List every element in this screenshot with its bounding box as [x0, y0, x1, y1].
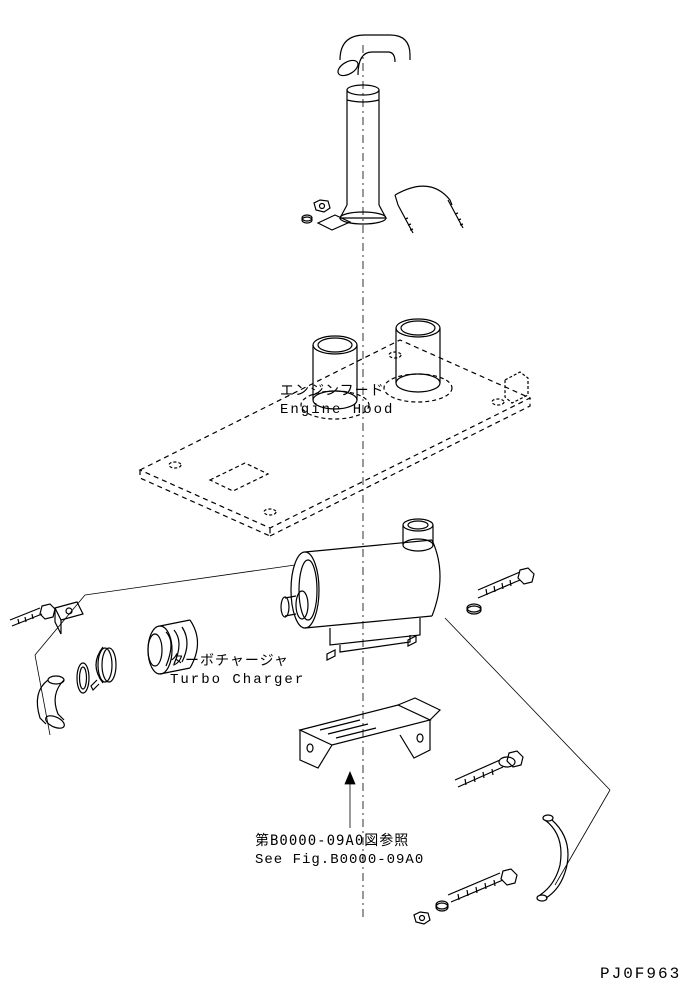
turbo-label-jp: ターボチャージャ — [170, 653, 289, 669]
mounting-bracket — [300, 698, 440, 768]
leader-line — [555, 790, 610, 885]
pipe-clamp — [302, 186, 463, 233]
support-rod — [537, 815, 568, 901]
turbo-label-en: Turbo Charger — [170, 672, 305, 688]
see-fig-label-jp: 第B0000-09A0図参照 — [255, 832, 409, 849]
muffler-bolt — [467, 568, 534, 614]
lower-bolt — [414, 869, 517, 924]
turbo-charger-group — [10, 565, 295, 735]
engine-hood-label-jp: エンジンフード — [280, 383, 385, 399]
drawing-id: PJ0F963 — [600, 965, 681, 983]
see-fig-leader — [345, 772, 355, 828]
leader-line — [445, 618, 610, 790]
exploded-diagram: エンジンフード Engine Hood ターボチャージャ Turbo Charg… — [0, 0, 700, 987]
flange-bolt — [455, 751, 523, 787]
engine-hood — [140, 319, 530, 536]
muffler — [281, 519, 440, 660]
see-fig-label-en: See Fig.B0000-09A0 — [255, 852, 424, 868]
exhaust-pipe — [335, 35, 410, 224]
engine-hood-label-en: Engine Hood — [280, 402, 394, 418]
